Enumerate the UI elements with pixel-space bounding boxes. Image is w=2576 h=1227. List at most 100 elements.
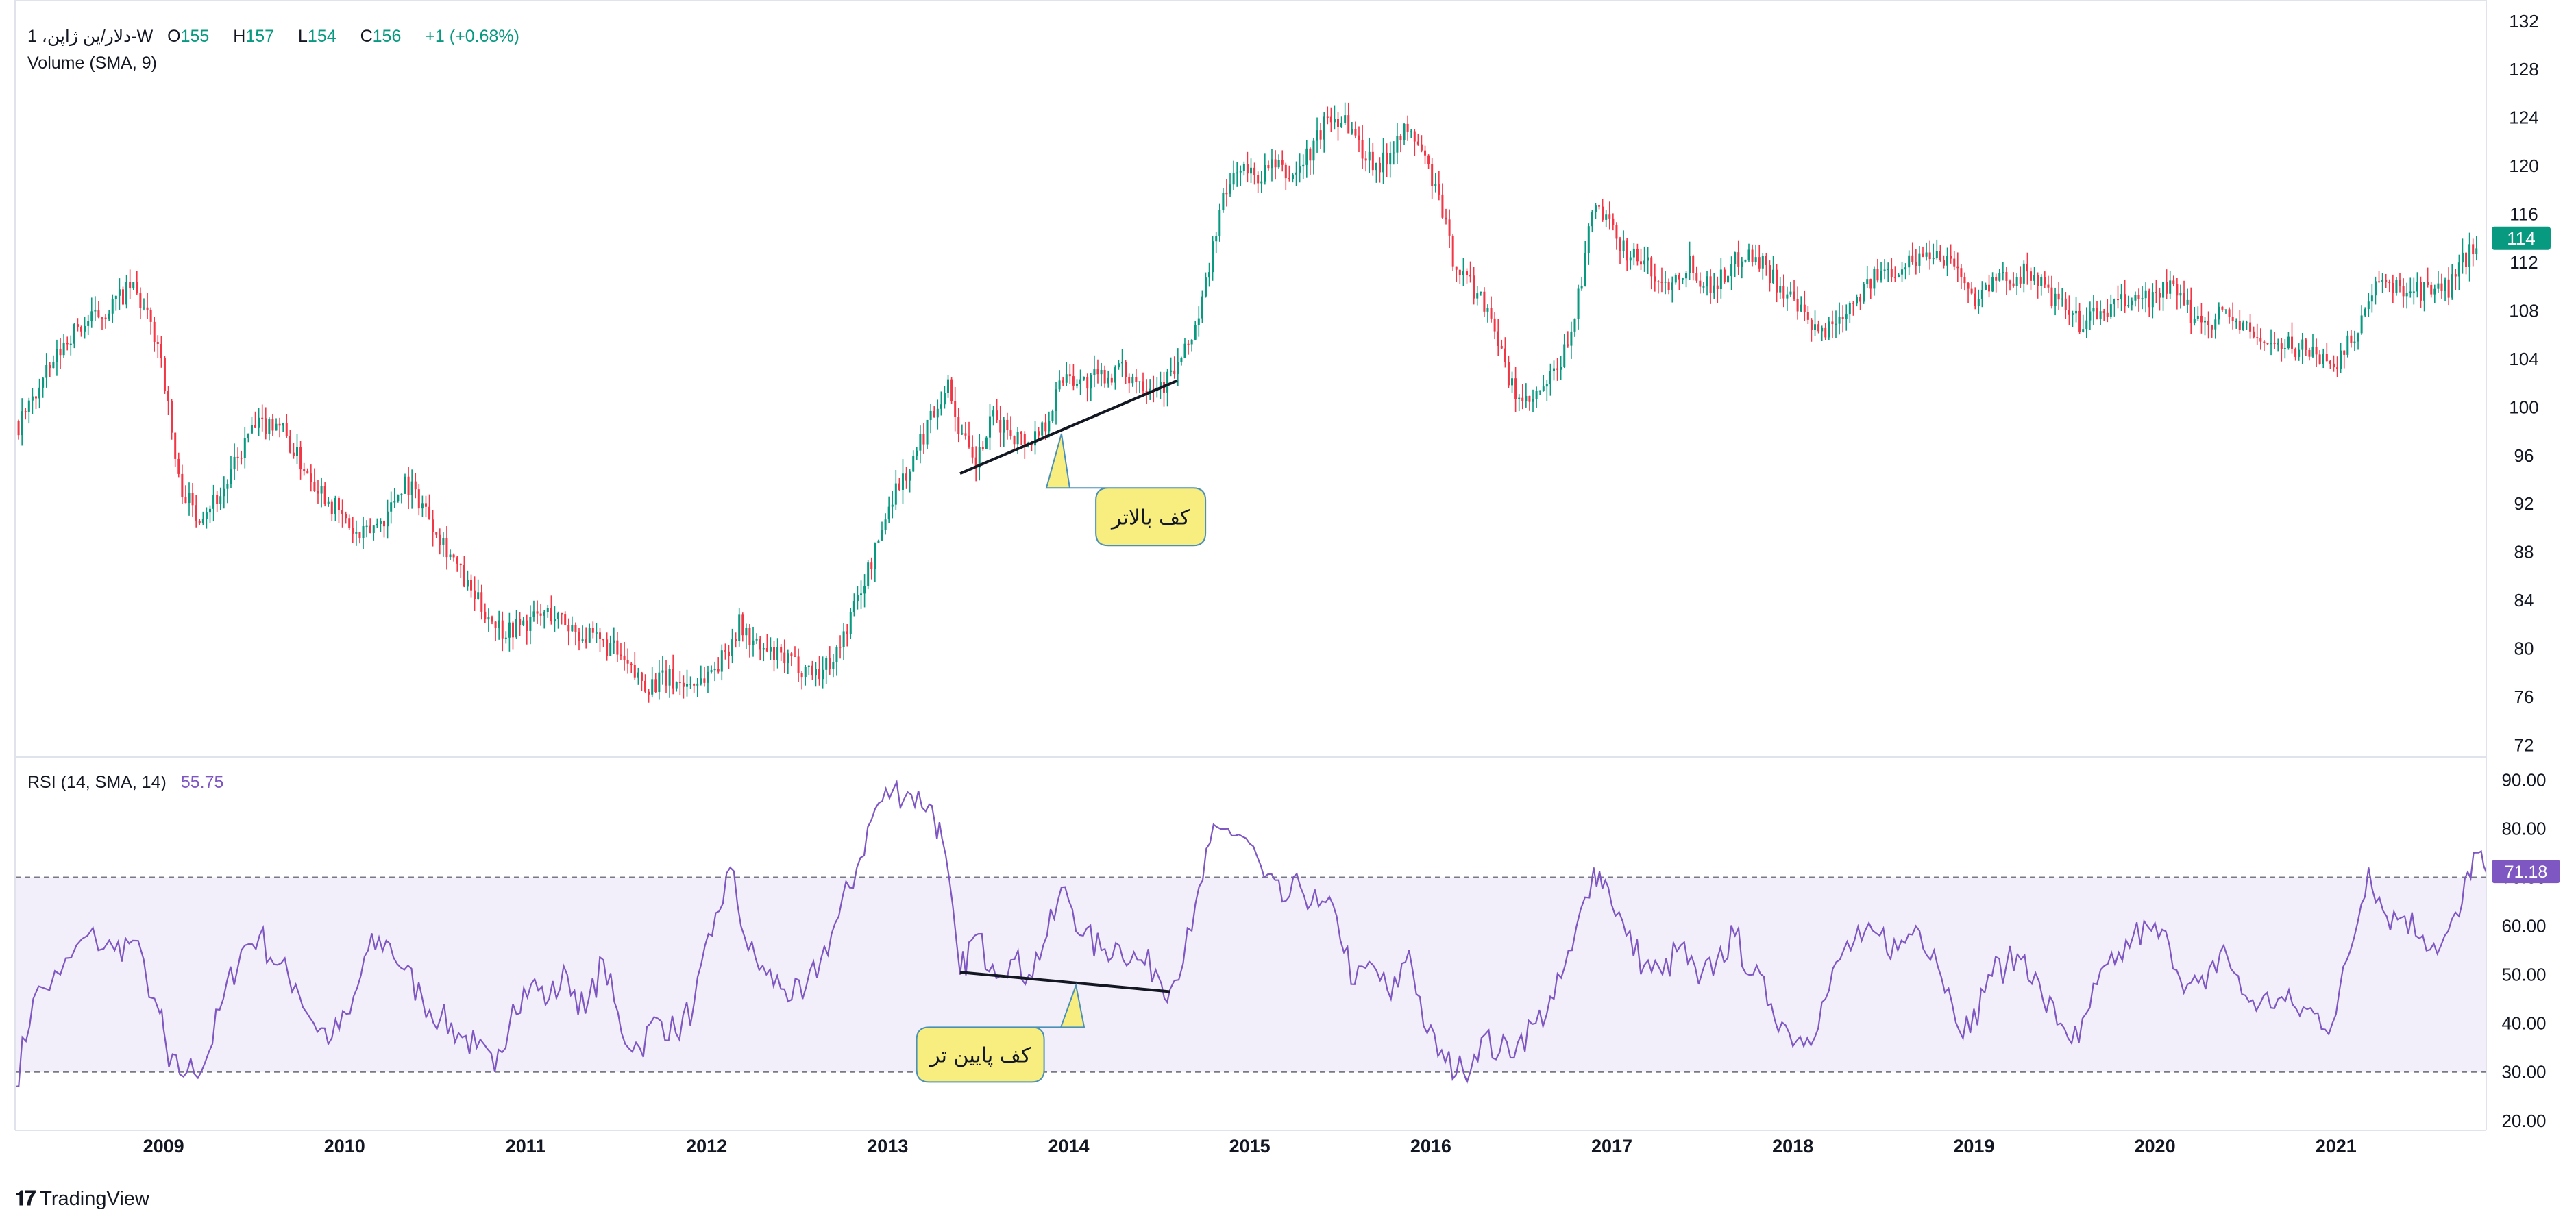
candle [1065,362,1068,386]
candle [1744,259,1747,263]
candle-body [1984,284,1987,290]
candle-body [511,622,514,638]
candle-body [1880,271,1882,281]
candle-body [633,665,636,678]
candle-body [2259,338,2262,342]
candle-body [1215,236,1218,242]
candle-body [1925,252,1928,257]
candle-body [2113,299,2115,305]
candle-body [515,619,518,638]
candle [1560,356,1562,380]
candle [1424,145,1427,164]
axes: 72 76 80 84 88 92 96 100 104 108 112 116 120 124 128 13… [14,0,2560,1156]
candle-body [1977,299,1980,306]
candle [860,580,863,609]
candle-body [735,639,737,641]
candle [2082,314,2085,333]
candle [842,623,845,660]
candle [2392,274,2394,303]
candle-body [644,680,647,692]
candle [2308,347,2311,361]
volume-legend[interactable]: Volume (SMA, 9) [27,53,167,73]
candle-body [1277,160,1280,168]
candle [1274,150,1277,180]
candle [439,528,441,555]
candle [1145,379,1148,404]
candle [1187,340,1190,355]
candle-body [2033,275,2036,281]
candle-body [2127,305,2130,307]
candle [1619,236,1621,264]
candle [2109,294,2112,319]
candle [365,520,368,538]
candle [929,404,932,434]
candle-body [1901,269,1904,275]
candle [790,652,793,667]
candle [2078,303,2081,334]
candle-body [282,423,284,426]
price-pane[interactable]: کف بالاتر [14,102,2478,703]
candle-body [184,497,187,504]
candle-body [909,471,911,481]
candle [208,505,211,523]
candle [1486,304,1489,323]
x-tick-label: 2017 [1591,1136,1632,1156]
candle [707,665,709,693]
candle-body [323,486,326,504]
candle [2186,288,2189,314]
candle-body [1664,282,1667,283]
candle [1747,243,1750,262]
candle-body [216,495,219,504]
candle [1730,256,1733,290]
candle-body [748,628,751,645]
open-ohlc: O155 [167,27,219,46]
tradingview-logo[interactable]: 𝟏𝟕 TradingView [15,1188,149,1211]
candle [1079,369,1082,396]
candle [1636,243,1639,266]
candle-body [1434,184,1437,186]
candle [1751,244,1754,267]
candle [1549,363,1551,396]
candle-body [271,419,274,431]
candle-body [195,505,197,521]
candle [390,491,393,524]
candle [591,621,594,639]
candle [765,634,768,653]
candle-body [1855,297,1858,304]
candle-body [1075,384,1078,386]
x-tick-label: 2021 [2316,1136,2357,1156]
candle [156,335,159,358]
symbol-name[interactable]: 1 ،دلار/ین ژاپن-W [27,27,154,46]
candle [1103,365,1106,388]
candle-body [2311,347,2314,357]
candle-body [2301,339,2304,350]
candle [1542,375,1545,392]
candle-body [2266,343,2269,345]
candle [648,689,650,703]
candle-body [160,343,162,358]
candle [1685,271,1688,288]
candle [1626,238,1628,271]
candle-body [417,489,420,509]
candle [2022,260,2025,293]
rsi-legend[interactable]: RSI (14, SMA, 14) 55.75 [27,773,233,793]
candle [974,446,977,482]
x-tick-label: 2016 [1410,1136,1451,1156]
candle [2395,277,2398,296]
candle-body [1939,251,1941,261]
candle-body [616,640,619,655]
candle-body [445,538,448,558]
candle [1396,122,1399,164]
candle [811,660,813,680]
candle-body [1817,324,1820,332]
candle-body [2340,350,2342,369]
candle [1451,234,1454,271]
rsi-pane[interactable]: کف پایین تر [14,779,2488,1088]
candle [1699,272,1702,294]
candle [1448,209,1451,249]
candle-body [1782,286,1785,299]
candle-body [2315,347,2318,355]
x-tick-label: 2010 [324,1136,365,1156]
candle-body [1351,129,1353,134]
